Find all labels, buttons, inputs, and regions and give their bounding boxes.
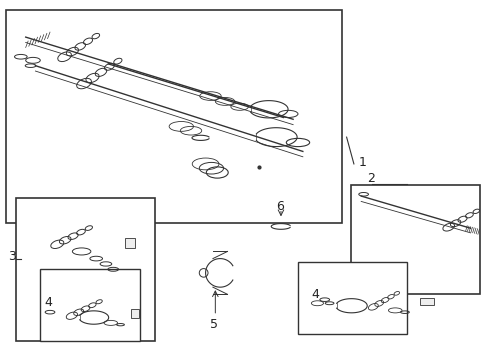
Text: 5: 5 bbox=[210, 318, 218, 331]
Polygon shape bbox=[419, 298, 433, 305]
Text: 4: 4 bbox=[44, 296, 52, 309]
Polygon shape bbox=[130, 310, 139, 319]
Text: 3: 3 bbox=[8, 250, 16, 263]
Bar bbox=[16, 198, 154, 341]
Bar bbox=[351, 185, 479, 294]
Polygon shape bbox=[125, 238, 135, 248]
Text: 2: 2 bbox=[366, 172, 374, 185]
Text: 6: 6 bbox=[276, 201, 284, 213]
Text: 1: 1 bbox=[358, 156, 366, 169]
Bar bbox=[297, 262, 407, 334]
Text: 4: 4 bbox=[311, 288, 319, 301]
Bar bbox=[40, 269, 140, 341]
Bar bbox=[6, 10, 341, 223]
